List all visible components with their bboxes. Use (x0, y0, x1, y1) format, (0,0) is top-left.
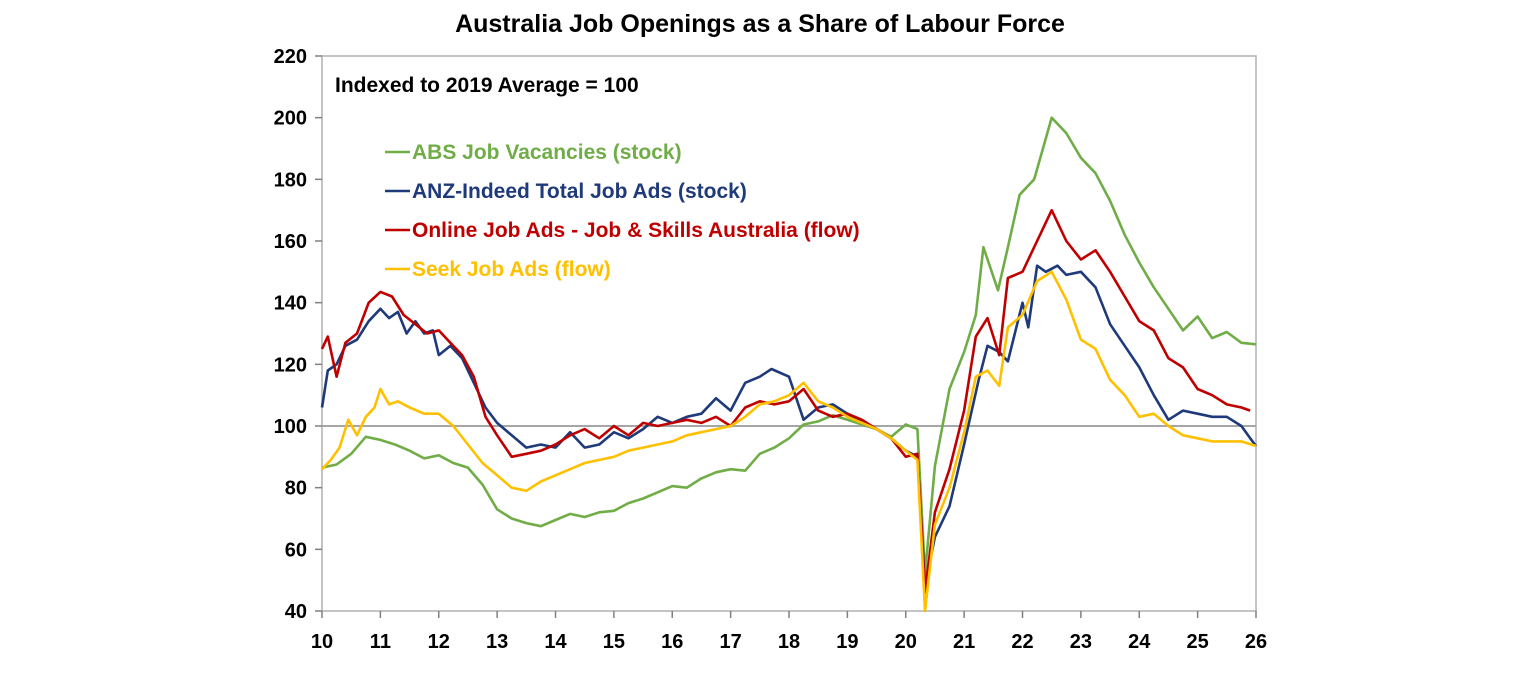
y-tick-label: 180 (274, 169, 307, 191)
x-tick-label: 15 (603, 631, 625, 653)
legend-label-0: ABS Job Vacancies (stock) (412, 141, 682, 164)
x-tick-label: 24 (1128, 631, 1151, 653)
y-tick-label: 80 (285, 478, 307, 500)
legend-label-2: Online Job Ads - Job & Skills Australia … (412, 219, 860, 242)
legend: ABS Job Vacancies (stock) ANZ-Indeed Tota… (385, 141, 860, 281)
legend-label-1: ANZ-Indeed Total Job Ads (stock) (412, 180, 747, 203)
x-tick-label: 19 (836, 631, 858, 653)
x-tick-label: 26 (1245, 631, 1267, 653)
x-tick-label: 16 (661, 631, 683, 653)
x-tick-label: 13 (486, 631, 508, 653)
y-tick-label: 100 (274, 416, 307, 438)
series-group (320, 116, 1258, 613)
y-tick-label: 200 (274, 108, 307, 130)
x-tick-label: 25 (1187, 631, 1209, 653)
y-tick-label: 120 (274, 354, 307, 376)
series-line-3 (321, 270, 1257, 613)
y-tick-label: 40 (285, 601, 307, 623)
y-tick-label: 140 (274, 293, 307, 315)
chart-subtitle: Indexed to 2019 Average = 100 (335, 74, 639, 97)
x-tick-label: 21 (953, 631, 975, 653)
x-tick-label: 10 (311, 631, 333, 653)
chart-title: Australia Job Openings as a Share of Lab… (455, 10, 1065, 38)
x-tick-label: 18 (778, 631, 800, 653)
x-axis: 10 11 12 13 14 15 16 17 18 19 20 21 22 23 24 25 26 (311, 611, 1267, 653)
x-tick-label: 23 (1070, 631, 1092, 653)
x-tick-label: 22 (1011, 631, 1033, 653)
legend-label-3: Seek Job Ads (flow) (412, 258, 611, 281)
y-axis: 40 60 80 100 120 140 160 180 200 220 (274, 46, 322, 623)
x-tick-label: 14 (544, 631, 567, 653)
series-line-1 (320, 264, 1258, 588)
x-tick-label: 11 (370, 631, 391, 653)
series-line-2 (320, 208, 1251, 594)
y-tick-label: 60 (285, 539, 307, 561)
y-tick-label: 220 (274, 46, 307, 68)
series-line-0 (321, 116, 1257, 576)
x-tick-label: 20 (895, 631, 917, 653)
y-tick-label: 160 (274, 231, 307, 253)
x-tick-label: 12 (428, 631, 450, 653)
x-tick-label: 17 (720, 631, 742, 653)
